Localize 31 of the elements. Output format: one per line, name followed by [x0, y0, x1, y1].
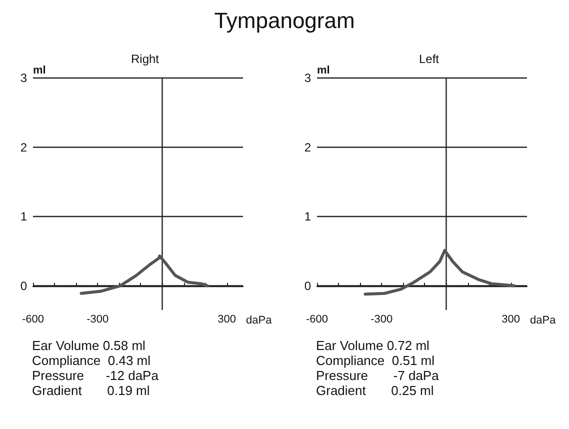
text: Compliance 0.43 ml	[32, 353, 152, 368]
x-axis-title: daPa	[246, 314, 273, 326]
y-tick-label: 3	[20, 71, 28, 85]
y-tick-label: 1	[20, 210, 28, 224]
y-tick-label: 2	[20, 140, 28, 154]
text: Gradient 0.19 ml	[32, 383, 151, 398]
text: Pressure -12 daPa	[32, 368, 160, 383]
y-tick-label: 0	[20, 278, 28, 293]
text: Ear Volume 0.72 ml	[316, 338, 430, 353]
x-tick-label: -300	[370, 314, 393, 326]
text: Pressure -7 daPa	[316, 368, 440, 383]
x-tick-label: 300	[218, 314, 236, 326]
chart-subtitle: Left	[418, 52, 440, 66]
y-axis-title: ml	[317, 64, 330, 76]
chart-title: Tympanogram	[213, 7, 356, 35]
text: Compliance 0.51 ml	[316, 353, 436, 368]
x-tick-label: -600	[306, 314, 328, 326]
x-tick-label: -600	[22, 314, 44, 326]
line-series	[364, 248, 516, 296]
y-tick-label: 3	[304, 71, 312, 85]
chart-subtitle: Right	[130, 52, 160, 66]
y-tick-label: 2	[304, 140, 312, 154]
x-axis-title: daPa	[530, 314, 557, 326]
y-tick-label: 1	[304, 210, 312, 224]
y-tick-label: 0	[304, 278, 312, 293]
x-tick-label: -300	[86, 314, 109, 326]
text: Ear Volume 0.58 ml	[32, 338, 146, 353]
line-series	[80, 254, 209, 295]
y-axis-title: ml	[33, 64, 46, 76]
text: Gradient 0.25 ml	[316, 383, 435, 398]
x-tick-label: 300	[502, 314, 520, 326]
